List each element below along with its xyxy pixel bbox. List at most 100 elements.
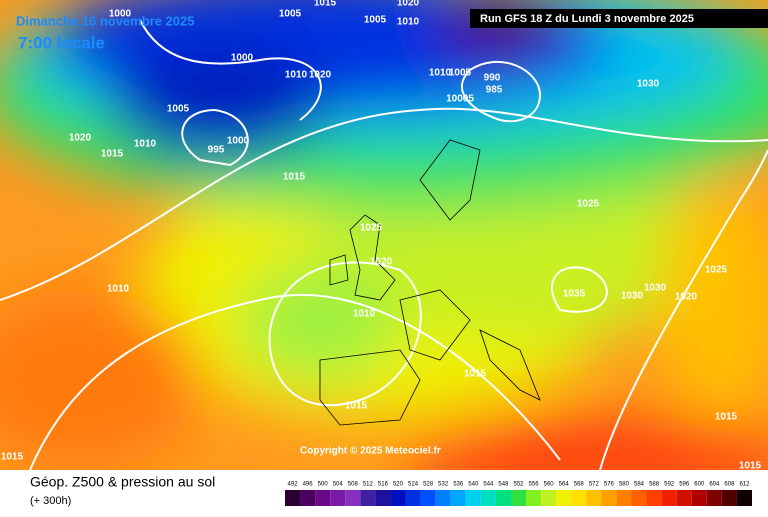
legend-swatch xyxy=(450,490,466,506)
isobar-label: 1010 xyxy=(353,309,376,320)
legend-swatch xyxy=(285,490,301,506)
isobar-label: 1020 xyxy=(675,292,698,303)
isobar-label: 1015 xyxy=(345,401,368,412)
isobar-label: 1005 xyxy=(449,68,472,79)
legend-swatch xyxy=(736,490,752,506)
legend-level: 536 xyxy=(453,482,464,488)
legend-swatch xyxy=(510,490,527,506)
isobar-label: 1015 xyxy=(283,172,306,183)
isobar-label: 990 xyxy=(484,73,501,84)
legend-level: 520 xyxy=(393,482,404,488)
isobar-label: 1015 xyxy=(739,461,762,472)
isobar-label: 1030 xyxy=(637,79,660,90)
date-label: Dimanche 16 novembre 2025 xyxy=(16,13,194,28)
legend-level: 608 xyxy=(724,482,735,488)
legend-level: 512 xyxy=(363,482,374,488)
legend-level: 528 xyxy=(423,482,434,488)
copyright: Copyright © 2025 Meteociel.fr xyxy=(300,446,441,457)
isobar-label: 10005 xyxy=(446,94,474,105)
legend-level: 612 xyxy=(739,482,750,488)
run-box xyxy=(470,9,768,28)
legend-swatch xyxy=(571,490,587,506)
legend-level: 504 xyxy=(333,482,344,488)
isobar-label: 1025 xyxy=(360,223,383,234)
legend-level: 560 xyxy=(544,482,555,488)
legend-level: 524 xyxy=(408,482,419,488)
legend-swatch xyxy=(375,490,391,506)
legend-swatch xyxy=(706,490,722,506)
legend-swatch xyxy=(721,490,737,506)
coastlines xyxy=(319,139,541,426)
footer-title: Géop. Z500 & pression au sol xyxy=(30,474,215,490)
isobar-lines xyxy=(0,19,768,471)
legend-swatch xyxy=(661,490,677,506)
isobar-label: 1005 xyxy=(279,9,302,20)
legend-level: 580 xyxy=(619,482,630,488)
isobar-label: 1000 xyxy=(231,53,254,64)
legend-level: 600 xyxy=(694,482,705,488)
isobar-label: 1010 xyxy=(107,284,130,295)
isobar-label: 1020 xyxy=(309,70,332,81)
time-label: 7:00 locale xyxy=(18,33,105,52)
isobar-label: 985 xyxy=(486,85,503,96)
legend-swatch xyxy=(405,490,421,506)
legend-level: 540 xyxy=(468,482,479,488)
legend-level: 596 xyxy=(679,482,690,488)
legend-level: 496 xyxy=(303,482,314,488)
legend-swatch xyxy=(420,490,436,506)
isobar-label: 1015 xyxy=(715,412,738,423)
legend-level: 548 xyxy=(498,482,509,488)
isobar-label: 1020 xyxy=(370,257,393,268)
isobar-label: 1020 xyxy=(397,0,420,9)
legend-swatch xyxy=(495,490,511,506)
legend-swatch xyxy=(691,490,707,506)
legend-swatch xyxy=(586,490,602,506)
legend-level: 572 xyxy=(589,482,600,488)
isobar-label: 1010 xyxy=(285,70,308,81)
isobar-label: 1030 xyxy=(621,291,644,302)
legend-level: 556 xyxy=(529,482,540,488)
legend-level: 552 xyxy=(513,482,524,488)
legend-swatch xyxy=(646,490,662,506)
isobar-label: 1020 xyxy=(69,133,92,144)
legend-level: 584 xyxy=(634,482,645,488)
legend-swatch xyxy=(480,490,496,506)
isobar-label: 1005 xyxy=(364,15,387,26)
isobar-label: 1035 xyxy=(563,289,586,300)
legend-swatch xyxy=(315,490,331,506)
legend-level: 568 xyxy=(574,482,585,488)
legend-level: 592 xyxy=(664,482,675,488)
legend-swatch xyxy=(616,490,632,506)
isobar-label: 1015 xyxy=(101,149,124,160)
legend-swatch xyxy=(390,490,406,506)
legend-swatch xyxy=(300,490,316,506)
run-label: Run GFS 18 Z du Lundi 3 novembre 2025 xyxy=(480,13,694,25)
legend-level: 564 xyxy=(559,482,570,488)
isobar-label: 1025 xyxy=(705,265,728,276)
legend-level: 516 xyxy=(378,482,389,488)
legend-swatch xyxy=(330,490,346,506)
isobar-label: 1010 xyxy=(429,68,452,79)
isobar-label: 1000 xyxy=(109,9,132,20)
legend-swatch xyxy=(556,490,572,506)
footer-lead: (+ 300h) xyxy=(30,495,71,507)
isobar-label: 995 xyxy=(208,145,225,156)
legend-level: 588 xyxy=(649,482,660,488)
field xyxy=(0,0,768,500)
legend-level: 492 xyxy=(288,482,299,488)
isobar-label: 1030 xyxy=(644,283,667,294)
isobar-label: 1025 xyxy=(577,199,600,210)
legend-swatch xyxy=(676,490,692,506)
legend-swatch xyxy=(345,490,361,506)
isobar-label: 1015 xyxy=(314,0,337,9)
isobar-label: 1010 xyxy=(397,17,420,28)
legend-level: 544 xyxy=(483,482,494,488)
legend-level: 532 xyxy=(438,482,449,488)
legend-level: 508 xyxy=(348,482,359,488)
isobar-label: 1010 xyxy=(134,139,157,150)
legend-swatch xyxy=(465,490,481,506)
legend-level: 576 xyxy=(604,482,615,488)
color-legend: 492 496 500 504 508 512 516 520 524 528 532 536 540 5… xyxy=(285,482,752,506)
isobar-label: 1015 xyxy=(464,369,487,380)
